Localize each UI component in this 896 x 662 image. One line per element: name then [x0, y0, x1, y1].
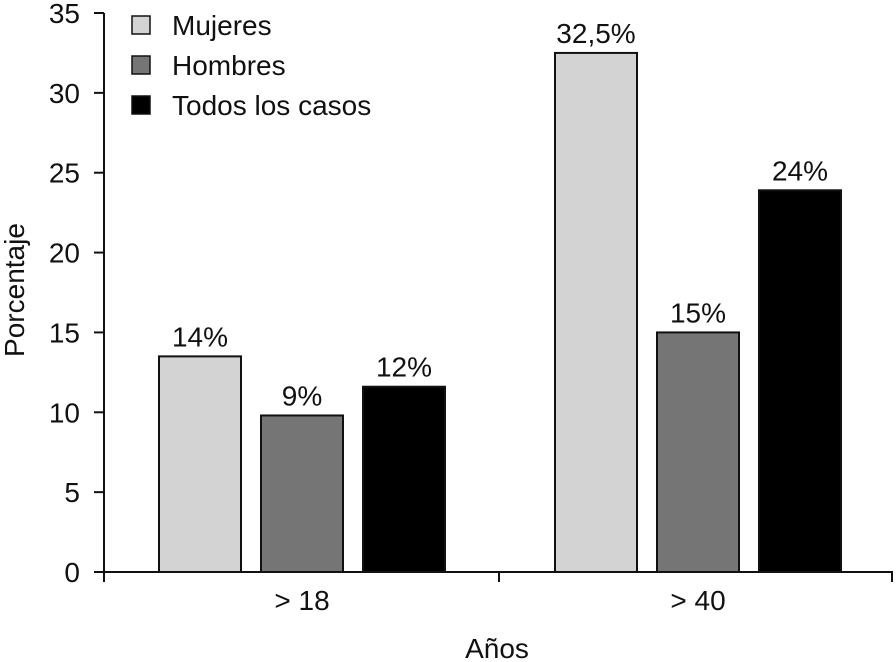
legend-swatch — [131, 15, 151, 35]
y-tick-label: 25 — [49, 158, 80, 189]
legend-label: Mujeres — [172, 10, 272, 41]
y-tick-label: 5 — [64, 477, 80, 508]
legend-swatch — [131, 95, 151, 115]
y-axis: 0 5 10 15 20 25 30 35 — [49, 0, 105, 588]
y-tick-label: 20 — [49, 238, 80, 269]
data-label: 15% — [670, 297, 726, 328]
legend-label: Todos los casos — [172, 90, 371, 121]
bar — [260, 414, 344, 574]
bar — [362, 385, 446, 573]
bar — [158, 355, 242, 573]
y-tick-label: 15 — [49, 317, 80, 348]
legend-label: Hombres — [172, 50, 286, 81]
bar — [758, 189, 842, 573]
x-axis-title: Años — [465, 633, 529, 662]
y-tick-label: 10 — [49, 397, 80, 428]
bars — [158, 51, 842, 574]
data-label: 14% — [172, 321, 228, 352]
y-tick-label: 35 — [49, 0, 80, 29]
data-label: 12% — [376, 352, 432, 383]
bar — [656, 331, 740, 573]
y-axis-title: Porcentaje — [0, 223, 30, 357]
data-labels: 14% 32,5% 9% 15% 12% 24% — [172, 18, 828, 412]
y-tick-label: 30 — [49, 78, 80, 109]
data-label: 24% — [772, 155, 828, 186]
legend: Mujeres Hombres Todos los casos — [131, 10, 371, 121]
x-tick-label: > 40 — [670, 585, 725, 616]
data-label: 9% — [282, 380, 322, 411]
y-tick-label: 0 — [64, 557, 80, 588]
data-label: 32,5% — [556, 18, 635, 49]
x-axis: > 18 > 40 — [103, 571, 893, 616]
legend-swatch — [131, 55, 151, 75]
x-tick-label: > 18 — [274, 585, 329, 616]
bar — [554, 51, 638, 573]
